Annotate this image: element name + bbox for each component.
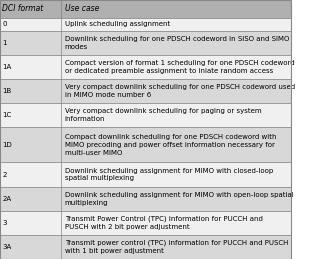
Bar <box>0 103 291 127</box>
Text: Compact version of format 1 scheduling for one PDSCH codeword
or dedicated pream: Compact version of format 1 scheduling f… <box>65 60 294 74</box>
Text: 1: 1 <box>2 40 7 46</box>
Text: 1D: 1D <box>2 142 12 148</box>
Bar <box>0 0 291 18</box>
Bar <box>0 127 291 162</box>
Text: Transmit Power Control (TPC) information for PUCCH and
PUSCH with 2 bit power ad: Transmit Power Control (TPC) information… <box>65 216 263 230</box>
Text: Compact downlink scheduling for one PDSCH codeword with
MIMO precoding and power: Compact downlink scheduling for one PDSC… <box>65 134 276 156</box>
Text: 1C: 1C <box>2 112 12 118</box>
Text: Use case: Use case <box>65 4 99 13</box>
Text: 1B: 1B <box>2 88 12 94</box>
Bar <box>0 162 291 186</box>
Text: 2: 2 <box>2 171 7 177</box>
Text: 3A: 3A <box>2 244 12 250</box>
Bar <box>0 31 291 55</box>
Text: Very compact downlink scheduling for paging or system
information: Very compact downlink scheduling for pag… <box>65 108 261 122</box>
Text: 3: 3 <box>2 220 7 226</box>
Text: Downlink scheduling for one PDSCH codeword in SISO and SIMO
modes: Downlink scheduling for one PDSCH codewo… <box>65 36 289 50</box>
Bar <box>0 211 291 235</box>
Bar <box>0 79 291 103</box>
Bar <box>0 18 291 31</box>
Text: Downlink scheduling assignment for MIMO with open-loop spatial
multiplexing: Downlink scheduling assignment for MIMO … <box>65 192 293 206</box>
Text: Uplink scheduling assignment: Uplink scheduling assignment <box>65 21 170 27</box>
Text: Very compact downlink scheduling for one PDSCH codeword used
in MIMO mode number: Very compact downlink scheduling for one… <box>65 84 295 98</box>
Text: 2A: 2A <box>2 196 11 202</box>
Text: 1A: 1A <box>2 64 12 70</box>
Text: Transmit power control (TPC) information for PUCCH and PUSCH
with 1 bit power ad: Transmit power control (TPC) information… <box>65 240 288 254</box>
Text: 0: 0 <box>2 21 7 27</box>
Bar <box>0 55 291 79</box>
Text: DCI format: DCI format <box>2 4 44 13</box>
Bar <box>0 235 291 259</box>
Text: Downlink scheduling assignment for MIMO with closed-loop
spatial multiplexing: Downlink scheduling assignment for MIMO … <box>65 168 273 181</box>
Bar <box>0 186 291 211</box>
